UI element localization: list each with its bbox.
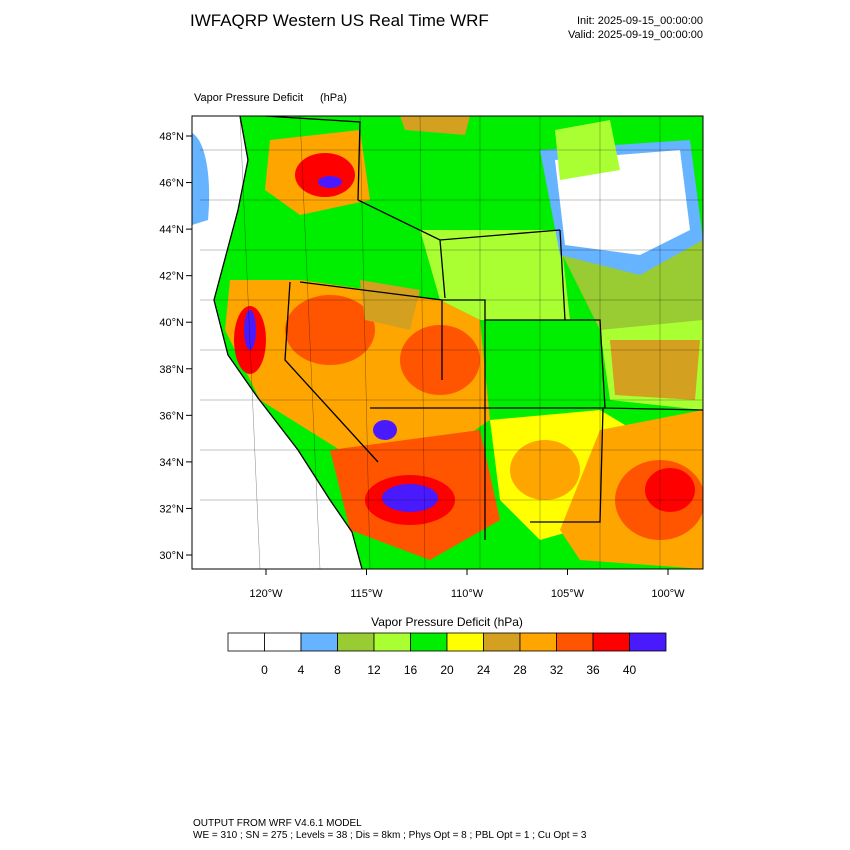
lat-labels: 48°N 46°N 44°N 42°N 40°N 38°N 36°N 34°N 32°N 30°N (159, 131, 192, 562)
lon-labels: 120°W 115°W 110°W 105°W 100°W (249, 569, 685, 600)
colorbar-box (337, 632, 375, 652)
map-frame (191, 115, 704, 570)
colorbar-box (483, 632, 521, 652)
colorbar-box (300, 632, 338, 652)
lat-label: 38°N (159, 364, 184, 376)
lon-label: 105°W (551, 588, 585, 600)
lon-label: 110°W (451, 588, 484, 600)
colorbar-box (446, 632, 484, 652)
map-shape (200, 116, 703, 569)
colorbar-box (556, 632, 594, 652)
colorbar-box (410, 632, 448, 652)
colorbar-box (629, 632, 667, 652)
lat-label: 32°N (159, 503, 184, 515)
map-shape (645, 468, 695, 512)
footer-line: OUTPUT FROM WRF V4.6.1 MODEL (193, 818, 362, 829)
footer-line: WE = 310 ; SN = 275 ; Levels = 38 ; Dis … (193, 830, 587, 841)
field-units: (hPa) (320, 92, 347, 104)
map-shape (244, 310, 256, 350)
title: IWFAQRP Western US Real Time WRF (190, 11, 489, 30)
colorbar-tick-label: 40 (623, 663, 637, 677)
valid-time: Valid: 2025-09-19_00:00:00 (568, 29, 703, 41)
colorbar-tick-label: 28 (513, 663, 527, 677)
colorbar: 0 4 8 12 16 20 24 28 32 36 40 (227, 632, 667, 677)
colorbar-box (373, 632, 411, 652)
colorbar-box (264, 632, 302, 652)
map-shape (192, 133, 210, 225)
colorbar-box (519, 632, 557, 652)
colorbar-tick-label: 24 (477, 663, 491, 677)
lat-label: 40°N (159, 317, 184, 329)
map-shape (382, 484, 438, 512)
lat-label: 44°N (159, 224, 184, 236)
map-shape (285, 295, 375, 365)
map-shape (213, 116, 363, 569)
colorbar-tick-label: 20 (440, 663, 454, 677)
colorbar-tick-label: 4 (298, 663, 305, 677)
colorbar-tick-label: 36 (586, 663, 600, 677)
map-shape (318, 176, 342, 188)
colorbar-tick-label: 16 (404, 663, 418, 677)
lat-label: 36°N (159, 410, 184, 422)
colorbar-tick-label: 0 (261, 663, 268, 677)
field-name: Vapor Pressure Deficit (194, 92, 303, 104)
map-shape (360, 280, 420, 330)
map-shape (400, 116, 470, 135)
lon-label: 100°W (651, 588, 685, 600)
map-shape (295, 153, 355, 197)
colorbar-box (592, 632, 630, 652)
lat-label: 48°N (159, 131, 184, 143)
lat-label: 46°N (159, 178, 184, 190)
lat-label: 42°N (159, 271, 184, 283)
colorbar-label: Vapor Pressure Deficit (hPa) (371, 615, 523, 629)
map-field (192, 116, 703, 569)
init-time: Init: 2025-09-15_00:00:00 (577, 15, 703, 27)
lon-label: 115°W (350, 588, 383, 600)
colorbar-tick-label: 32 (550, 663, 564, 677)
lat-label: 34°N (159, 457, 184, 469)
map-shape (555, 150, 690, 255)
map-shape (510, 440, 580, 500)
map-shape (610, 340, 700, 400)
map-shape (373, 420, 397, 440)
colorbar-tick-label: 12 (367, 663, 381, 677)
colorbar-box (227, 632, 265, 652)
colorbar-tick-label: 8 (334, 663, 341, 677)
map-shape (400, 325, 480, 395)
lat-label: 30°N (159, 550, 184, 562)
lon-label: 120°W (249, 588, 283, 600)
map-shape (420, 230, 570, 320)
